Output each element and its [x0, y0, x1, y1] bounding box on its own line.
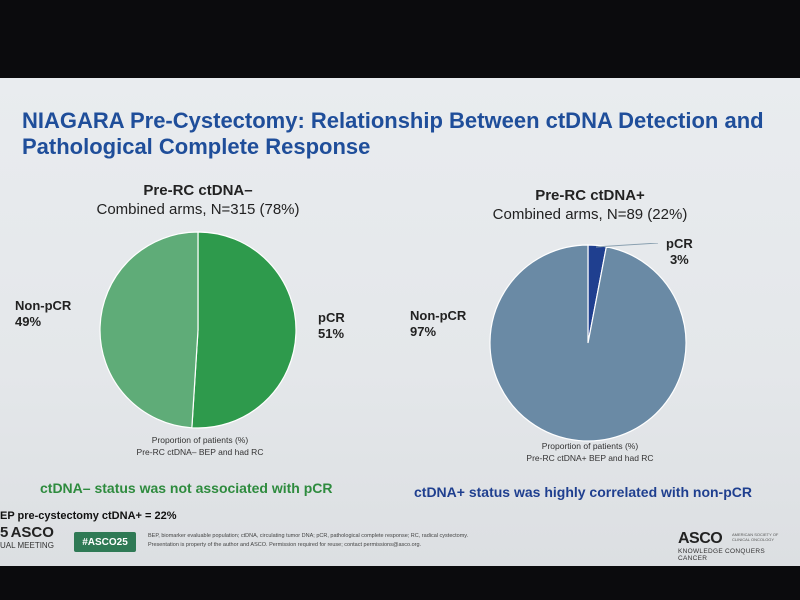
left-nonpcr-label: Non-pCR 49%	[15, 298, 71, 330]
right-pie-header: Pre-RC ctDNA+ Combined arms, N=89 (22%)	[470, 186, 710, 224]
right-foot-line2: Pre-RC ctDNA+ BEP and had RC	[526, 453, 654, 463]
title-line-2: Pathological Complete Response	[22, 134, 371, 159]
right-conclusion: ctDNA+ status was highly correlated with…	[414, 484, 752, 500]
right-slice-non-pcr	[489, 244, 687, 442]
asco-left-sub: UAL MEETING	[0, 541, 54, 550]
slide: NIAGARA Pre-Cystectomy: Relationship Bet…	[0, 78, 800, 566]
left-nonpcr-value: 49%	[15, 314, 42, 329]
left-pcr-name: pCR	[318, 310, 345, 325]
left-pie-chart	[99, 231, 297, 429]
right-foot-line1: Proportion of patients (%)	[541, 441, 639, 451]
left-pcr-value: 51%	[318, 326, 345, 341]
abbrev-line1: BEP, biomarker evaluable population; ctD…	[148, 533, 469, 539]
left-pcr-label: pCR 51%	[318, 310, 345, 342]
right-pie-footnote: Proportion of patients (%) Pre-RC ctDNA+…	[500, 440, 680, 464]
right-pcr-name: pCR	[666, 236, 693, 251]
asco-left-prefix: 5	[0, 524, 9, 541]
right-pie-title: Pre-RC ctDNA+	[535, 187, 645, 204]
left-conclusion: ctDNA– status was not associated with pC…	[40, 480, 333, 496]
left-pie-footnote: Proportion of patients (%) Pre-RC ctDNA–…	[110, 434, 290, 458]
right-pcr-label: pCR 3%	[666, 236, 693, 268]
left-pie-header: Pre-RC ctDNA– Combined arms, N=315 (78%)	[78, 181, 318, 219]
asco-meeting-logo: 5 ASCO UAL MEETING	[0, 524, 54, 550]
hashtag-badge: #ASCO25	[74, 532, 136, 552]
asco-left-word: ASCO	[10, 524, 54, 541]
right-pcr-value: 3%	[669, 252, 689, 267]
right-nonpcr-name: Non-pCR	[410, 308, 467, 323]
left-foot-line2: Pre-RC ctDNA– BEP and had RC	[136, 447, 264, 457]
right-pcr-leader-line	[595, 243, 659, 248]
left-pie-title: Pre-RC ctDNA–	[143, 182, 253, 199]
asco-right-tag: KNOWLEDGE CONQUERS CANCER	[678, 548, 766, 562]
title-line-1: NIAGARA Pre-Cystectomy: Relationship Bet…	[22, 108, 764, 133]
asco-right-small: AMERICAN SOCIETY OF CLINICAL ONCOLOGY	[732, 532, 779, 542]
left-pie-subtitle: Combined arms, N=315 (78%)	[96, 201, 300, 218]
left-slice-pcr	[191, 231, 297, 429]
slide-footer: 5 ASCO UAL MEETING #ASCO25 BEP, biomarke…	[0, 524, 800, 566]
slide-title: NIAGARA Pre-Cystectomy: Relationship Bet…	[22, 108, 782, 160]
right-pie-chart	[489, 243, 687, 442]
left-nonpcr-name: Non-pCR	[15, 298, 72, 313]
left-slice-non-pcr	[99, 231, 199, 429]
right-nonpcr-value: 97%	[410, 324, 437, 339]
abbrev-line2: Presentation is property of the author a…	[148, 542, 422, 548]
bep-note: EP pre-cystectomy ctDNA+ = 22%	[0, 510, 177, 522]
asco-society-logo: ASCO AMERICAN SOCIETY OF CLINICAL ONCOLO…	[678, 530, 796, 562]
asco-right-word: ASCO	[678, 530, 723, 547]
right-nonpcr-label: Non-pCR 97%	[410, 308, 466, 340]
abbreviations: BEP, biomarker evaluable population; ctD…	[148, 532, 528, 550]
left-foot-line1: Proportion of patients (%)	[151, 435, 249, 445]
right-pie-subtitle: Combined arms, N=89 (22%)	[492, 206, 688, 223]
